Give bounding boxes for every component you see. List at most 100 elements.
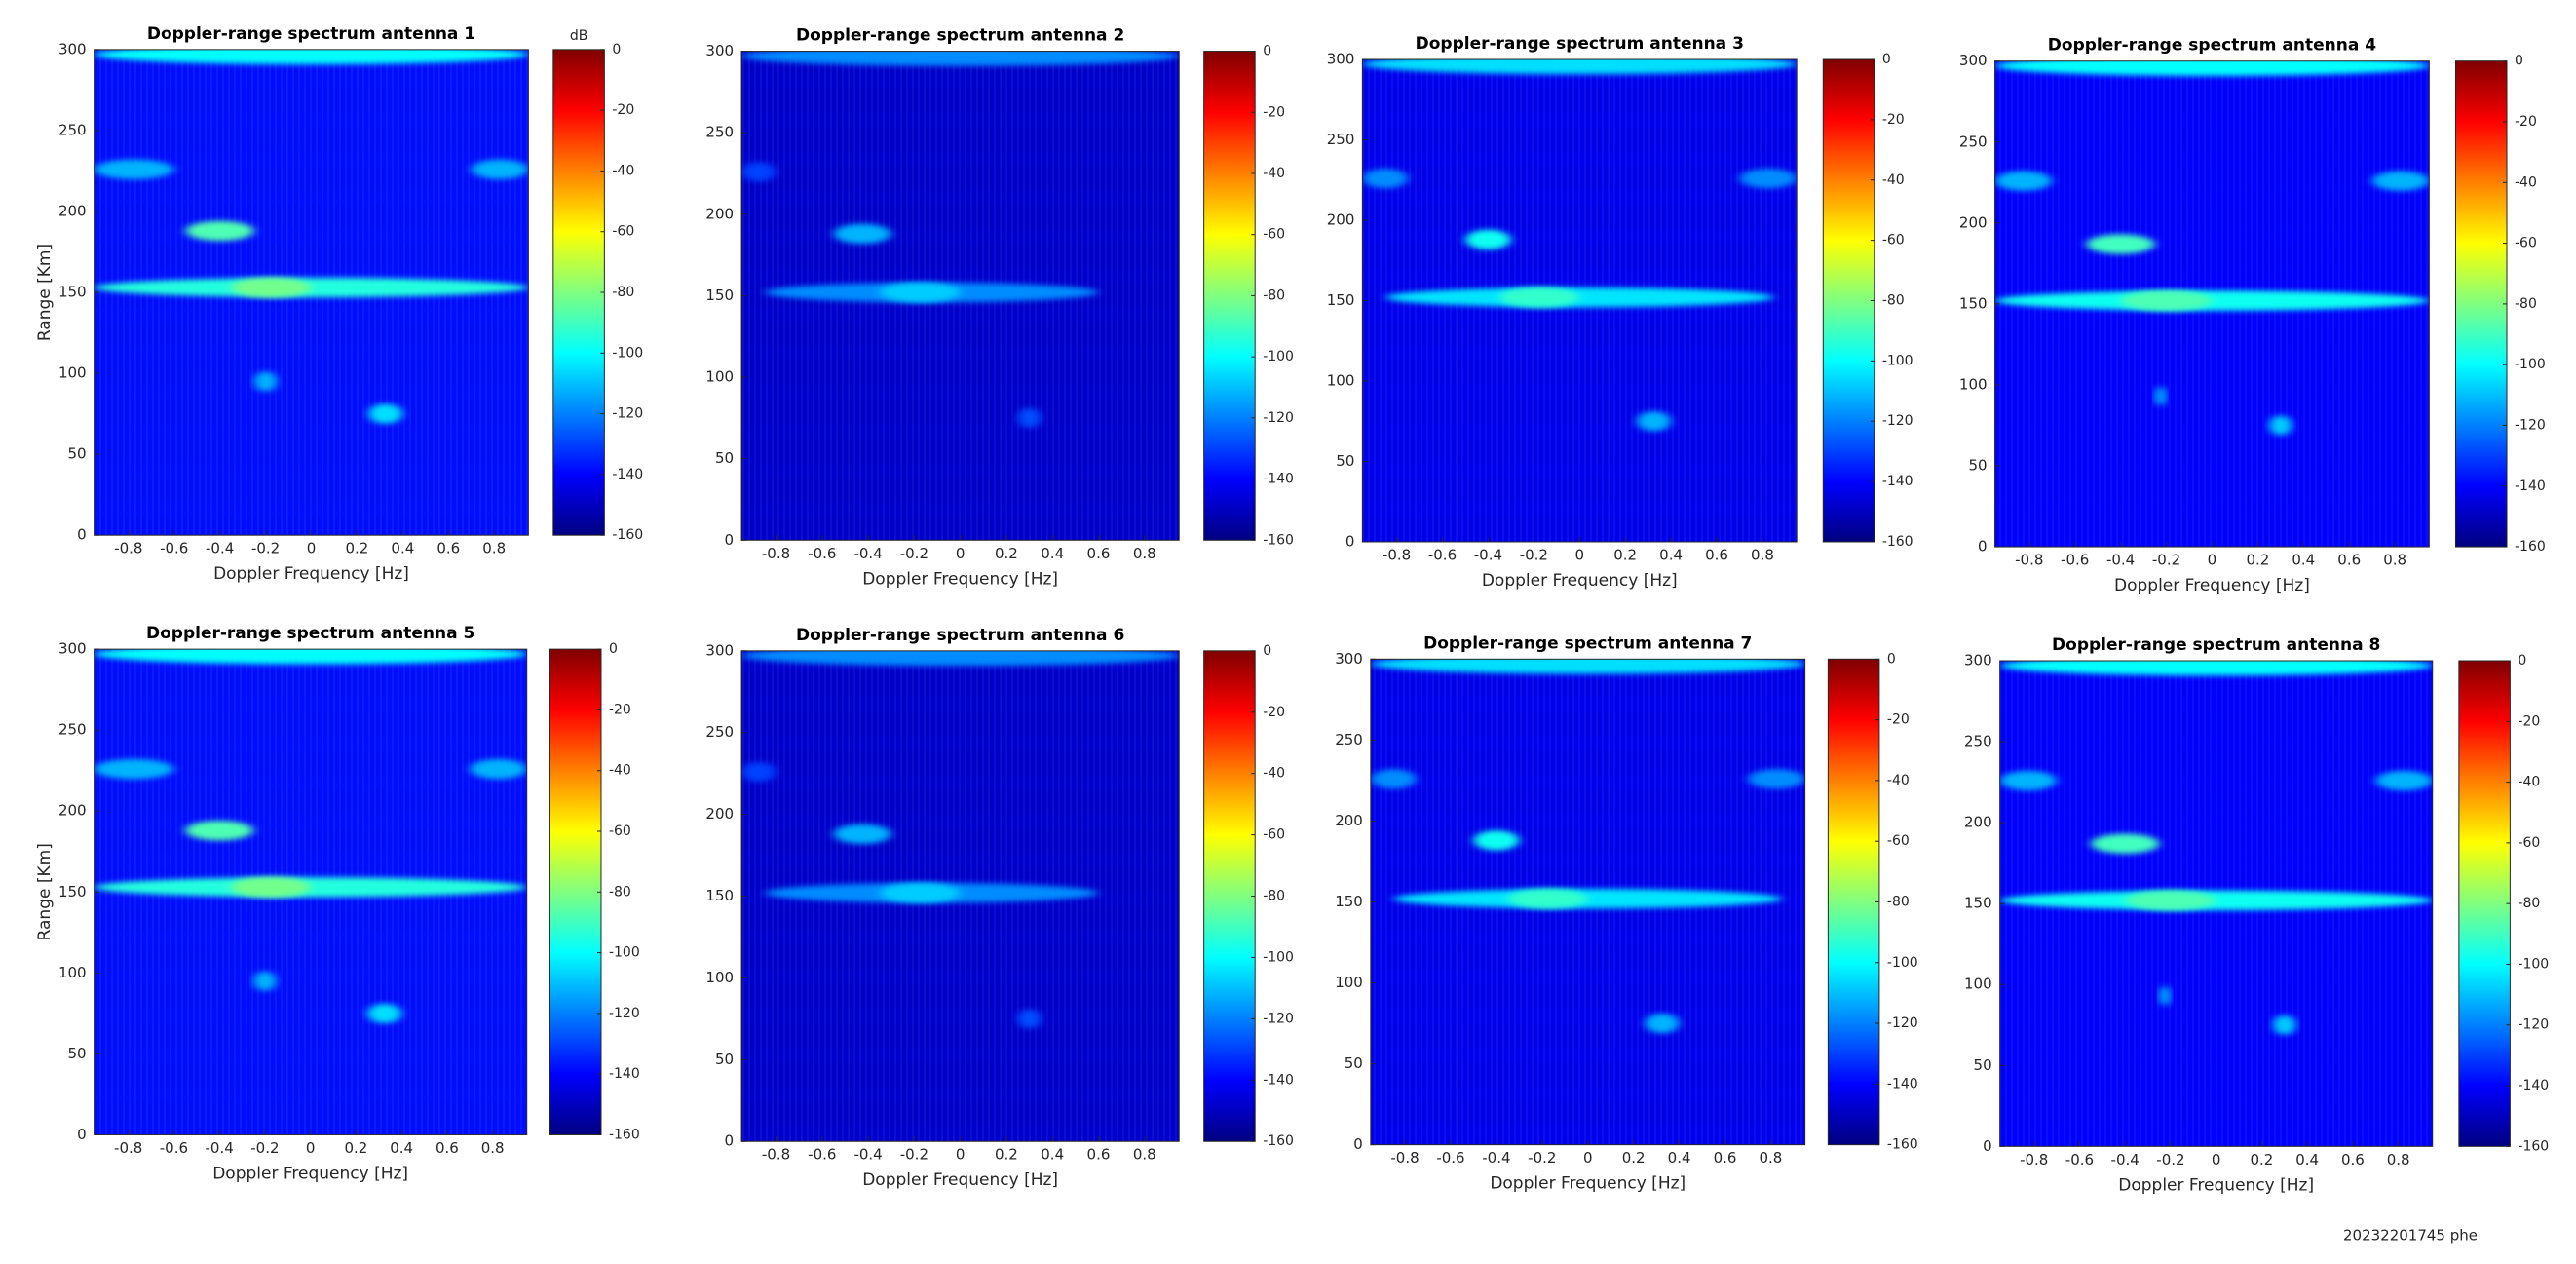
colorbar-tick-label: -60 xyxy=(1263,227,1285,243)
x-axis-label: Doppler Frequency [Hz] xyxy=(2118,1175,2314,1195)
x-tick-label: -0.6 xyxy=(808,545,836,562)
colorbar-tick-label: -100 xyxy=(2518,956,2549,972)
colorbar-tick-label: -20 xyxy=(609,702,631,717)
chart-title: Doppler-range spectrum antenna 5 xyxy=(146,624,474,643)
x-tick-label: 0.4 xyxy=(1041,545,1064,562)
colorbar xyxy=(1822,58,1875,543)
echo xyxy=(741,650,1180,667)
colorbar-tick-label: -100 xyxy=(1882,353,1913,368)
x-tick-label: -0.4 xyxy=(206,1139,234,1157)
y-tick-label: 100 xyxy=(1959,375,1988,393)
x-axis-label: Doppler Frequency [Hz] xyxy=(1482,571,1678,591)
x-tick-label: 0.2 xyxy=(344,1139,367,1157)
colorbar-tick-label: -20 xyxy=(612,102,634,118)
echo xyxy=(879,883,961,903)
x-tick-label: 0.6 xyxy=(1087,545,1111,562)
chart-title: Doppler-range spectrum antenna 3 xyxy=(1416,34,1744,54)
colorbar xyxy=(1203,51,1256,541)
colorbar-tick-label: -40 xyxy=(1882,172,1905,188)
x-tick-label: 0.2 xyxy=(995,545,1018,562)
x-tick-label: 0 xyxy=(306,1139,316,1157)
x-tick-label: 0 xyxy=(956,1146,966,1164)
x-tick-label: -0.8 xyxy=(2020,1151,2048,1168)
echo xyxy=(1636,411,1672,432)
echoes xyxy=(1370,659,1805,1034)
x-tick-label: 0.6 xyxy=(1705,546,1728,563)
colorbar-tick-label: -100 xyxy=(2515,357,2546,372)
colorbar-tick-label: -140 xyxy=(1882,474,1913,489)
x-tick-label: 0 xyxy=(307,540,317,557)
y-tick-label: 200 xyxy=(705,805,734,823)
colorbar-tick-label: -80 xyxy=(1882,292,1905,308)
x-tick-label: 0 xyxy=(1583,1149,1593,1167)
y-tick-label: 200 xyxy=(1964,814,1992,831)
colorbar-tick-label: -20 xyxy=(1882,112,1905,128)
echoes xyxy=(94,49,529,424)
x-tick-label: -0.6 xyxy=(160,540,188,557)
subplot: -0.8 -0.6 -0.4 -0.2 0 0.2 0.4 0.6 0.8 0 50 100 150 20… xyxy=(35,24,643,584)
x-tick-label: 0 xyxy=(1574,546,1584,563)
colorbar xyxy=(1203,650,1256,1142)
x-tick-label: 0.2 xyxy=(346,540,369,557)
x-tick-label: -0.4 xyxy=(1474,546,1502,563)
x-tick-label: 0.4 xyxy=(1668,1149,1691,1167)
y-tick-label: 200 xyxy=(58,202,87,219)
colorbar-tick-label: -60 xyxy=(609,824,631,839)
colorbar-tick-label: -40 xyxy=(1263,166,1285,181)
colorbar-tick-label: -120 xyxy=(1263,1011,1294,1026)
colorbar xyxy=(549,648,602,1135)
echo xyxy=(2269,415,2292,436)
subplot: -0.8 -0.6 -0.4 -0.2 0 0.2 0.4 0.6 0.8 0 50 100 150 20… xyxy=(705,626,1294,1190)
echo xyxy=(94,159,174,179)
colorbar-tick-label: -60 xyxy=(2515,236,2537,251)
colorbar-tick-label: -120 xyxy=(2515,417,2546,433)
echo xyxy=(1747,769,1805,789)
echo xyxy=(185,220,254,242)
y-tick-label: 50 xyxy=(68,1045,87,1062)
y-tick-label: 100 xyxy=(1335,974,1363,991)
x-axis-label: Doppler Frequency [Hz] xyxy=(213,564,409,584)
echo xyxy=(2091,833,2160,854)
echo xyxy=(1994,171,2053,191)
colorbar-tick-label: -40 xyxy=(609,763,631,779)
x-tick-label: -0.4 xyxy=(2106,552,2135,569)
colorbar xyxy=(2454,60,2508,548)
y-axis-label: Range [Km] xyxy=(35,244,55,341)
footer-text: 20232201745 phe xyxy=(2343,1227,2478,1245)
y-tick-label: 200 xyxy=(1959,213,1988,231)
y-tick-label: 0 xyxy=(77,1126,87,1143)
x-tick-label: 0 xyxy=(2212,1151,2221,1168)
colorbar-tick-label: -40 xyxy=(2518,775,2540,790)
colorbar-tick-label: -160 xyxy=(1882,534,1913,550)
y-tick-label: 100 xyxy=(705,969,734,986)
echo xyxy=(253,371,278,392)
x-axis-label: Doppler Frequency [Hz] xyxy=(2114,576,2310,595)
y-tick-label: 300 xyxy=(1959,52,1988,69)
x-tick-label: -0.6 xyxy=(808,1146,836,1164)
subplot: -0.8 -0.6 -0.4 -0.2 0 0.2 0.4 0.6 0.8 0 50 100 150 20… xyxy=(1964,635,2549,1195)
echo xyxy=(1507,888,1588,909)
colorbar-tick-label: -20 xyxy=(1263,104,1285,120)
y-tick-label: 0 xyxy=(1353,1135,1363,1153)
colorbar-tick-label: -140 xyxy=(2515,479,2546,494)
y-tick-label: 150 xyxy=(705,287,734,304)
colorbar-tick-label: -60 xyxy=(612,224,634,240)
echo xyxy=(94,49,529,65)
y-tick-label: 300 xyxy=(1335,650,1363,668)
colorbar-tick-label: -140 xyxy=(1887,1076,1918,1092)
echo xyxy=(230,877,311,898)
x-axis-label: Doppler Frequency [Hz] xyxy=(862,1170,1058,1190)
x-tick-label: -0.6 xyxy=(2065,1151,2094,1168)
x-tick-label: 0.6 xyxy=(2341,1151,2365,1168)
y-tick-label: 150 xyxy=(58,883,87,900)
x-tick-label: 0.2 xyxy=(2246,552,2269,569)
colorbar-tick-label: -120 xyxy=(1882,413,1913,429)
colorbar-tick-label: -160 xyxy=(609,1127,640,1142)
y-tick-label: 150 xyxy=(1959,294,1988,312)
echoes xyxy=(94,649,527,1024)
echo xyxy=(2120,290,2213,311)
echo xyxy=(2154,386,2167,406)
chart-title: Doppler-range spectrum antenna 8 xyxy=(2052,635,2380,655)
y-tick-label: 100 xyxy=(58,364,87,382)
echo xyxy=(368,403,403,424)
